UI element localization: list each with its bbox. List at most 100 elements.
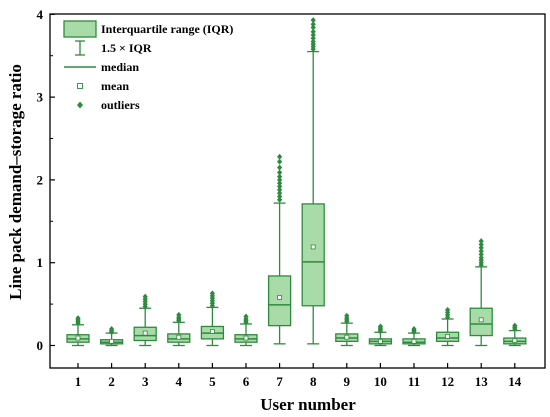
legend-label: Interquartile range (IQR) xyxy=(101,22,233,36)
mean-marker xyxy=(209,329,215,334)
x-tick-label: 10 xyxy=(374,374,387,389)
box-group-user-7 xyxy=(267,153,292,345)
x-tick-label: 2 xyxy=(108,374,115,389)
box-group-user-3 xyxy=(133,293,157,347)
outlier-point xyxy=(478,244,484,251)
legend-mean-swatch xyxy=(77,83,83,89)
outlier-point xyxy=(310,24,316,31)
x-tick-label: 4 xyxy=(176,374,183,389)
outlier-point xyxy=(176,311,182,318)
outlier-point xyxy=(478,238,484,245)
x-tick-label: 5 xyxy=(209,374,216,389)
outlier-point xyxy=(277,169,283,176)
outlier-point xyxy=(277,190,283,197)
outlier-point xyxy=(75,315,81,322)
x-tick-label: 14 xyxy=(508,374,522,389)
outlier-point xyxy=(277,183,283,190)
outlier-point xyxy=(277,193,283,200)
x-tick-label: 1 xyxy=(75,374,82,389)
x-tick-label: 13 xyxy=(475,374,489,389)
box-group-user-2 xyxy=(99,325,124,347)
outlier-point xyxy=(310,28,316,35)
y-tick-label: 3 xyxy=(37,90,44,105)
outlier-point xyxy=(377,323,383,330)
outlier-point xyxy=(478,241,484,248)
legend: Interquartile range (IQR) 1.5 × IQR median… xyxy=(63,20,233,112)
mean-marker xyxy=(75,335,81,341)
outlier-point xyxy=(310,21,316,28)
x-tick-label: 9 xyxy=(344,374,351,389)
y-axis-title: Line pack demand–storage ratio xyxy=(6,64,25,300)
outlier-point xyxy=(310,17,316,24)
legend-label: outliers xyxy=(101,98,140,112)
outlier-point xyxy=(310,32,316,38)
legend-outlier-swatch xyxy=(77,101,83,109)
box-group-user-14 xyxy=(503,322,527,347)
legend-item-diamond: outliers xyxy=(77,98,140,112)
x-tick-label: 11 xyxy=(408,374,420,389)
legend-item-whisker: 1.5 × IQR xyxy=(75,40,152,56)
x-axis-title: User number xyxy=(260,395,356,414)
outlier-point xyxy=(109,325,115,332)
outlier-point xyxy=(310,35,316,42)
outlier-point xyxy=(478,248,484,255)
box-group-user-11 xyxy=(402,325,426,347)
mean-marker xyxy=(243,335,249,341)
outlier-point xyxy=(445,306,451,313)
outlier-point xyxy=(277,164,283,171)
iqr-box xyxy=(301,203,325,307)
legend-item-line: median xyxy=(64,60,139,74)
box-group-user-10 xyxy=(368,323,393,347)
mean-marker xyxy=(411,338,417,344)
y-tick-label: 4 xyxy=(37,7,44,22)
box-group-user-9 xyxy=(335,312,359,347)
outlier-point xyxy=(512,322,518,329)
box-group-user-4 xyxy=(167,311,191,347)
outlier-point xyxy=(277,196,283,203)
legend-label: 1.5 × IQR xyxy=(101,41,152,55)
mean-marker xyxy=(310,244,316,250)
outlier-point xyxy=(243,313,249,320)
outlier-point xyxy=(478,254,484,261)
box-group-user-12 xyxy=(435,306,460,347)
legend-label: median xyxy=(101,60,139,74)
box-group-user-8 xyxy=(301,17,325,345)
plot-area xyxy=(66,17,527,347)
mean-marker xyxy=(277,295,283,300)
outlier-point xyxy=(277,153,283,160)
x-tick-label: 12 xyxy=(441,374,454,389)
outlier-point xyxy=(277,180,283,187)
x-tick-label: 6 xyxy=(243,374,250,389)
box-group-user-6 xyxy=(234,313,258,347)
outlier-point xyxy=(344,312,350,319)
x-tick-label: 3 xyxy=(142,374,149,389)
mean-marker xyxy=(445,333,451,339)
x-tick-label: 7 xyxy=(276,374,283,389)
outlier-point xyxy=(310,38,316,45)
mean-marker xyxy=(478,317,484,323)
plot-frame xyxy=(49,13,546,369)
mean-marker xyxy=(512,338,518,343)
outlier-point xyxy=(209,290,215,297)
outlier-point xyxy=(277,173,283,180)
box-group-user-5 xyxy=(200,290,225,347)
outlier-point xyxy=(277,158,283,165)
outlier-point xyxy=(142,293,148,300)
mean-marker xyxy=(142,330,148,336)
mean-marker xyxy=(344,334,350,340)
iqr-box xyxy=(267,275,292,327)
outlier-point xyxy=(411,325,417,332)
legend-label: mean xyxy=(101,79,129,93)
box-group-user-13 xyxy=(469,238,493,347)
y-tick-label: 1 xyxy=(37,255,44,270)
outlier-point xyxy=(277,176,283,183)
mean-marker xyxy=(176,334,182,340)
y-tick-label: 2 xyxy=(37,172,44,187)
mean-marker xyxy=(109,338,114,344)
legend-item-box: Interquartile range (IQR) xyxy=(63,20,233,38)
outlier-point xyxy=(277,186,283,193)
box-group-user-1 xyxy=(66,315,90,347)
legend-item-square: mean xyxy=(77,79,129,93)
